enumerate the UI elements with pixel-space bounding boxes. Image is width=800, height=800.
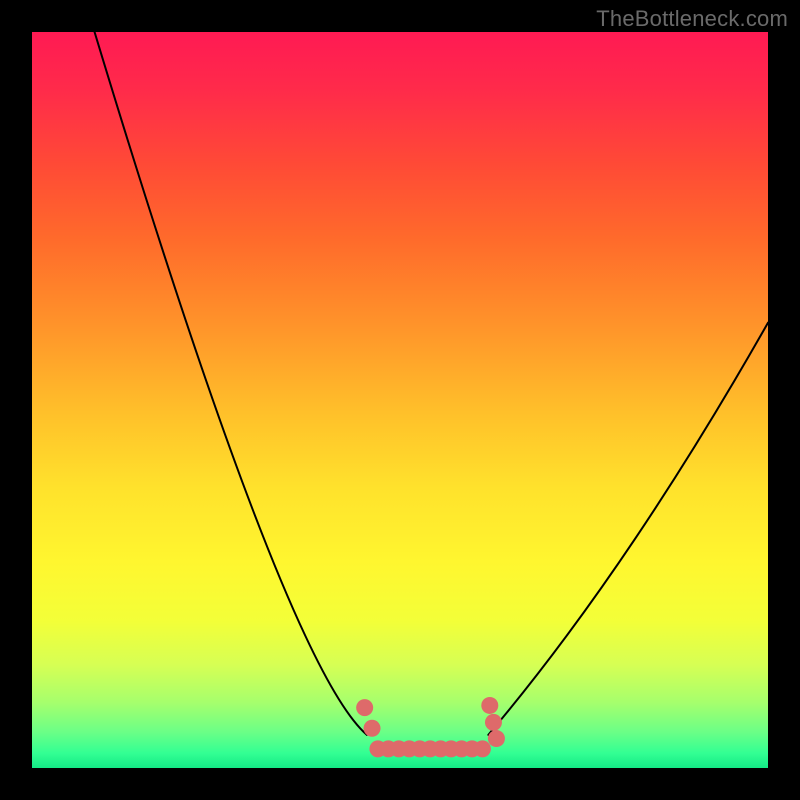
marker-dot xyxy=(481,697,498,714)
plot-background xyxy=(32,32,768,768)
marker-dot xyxy=(474,740,491,757)
marker-dot xyxy=(356,699,373,716)
bottleneck-chart xyxy=(0,0,800,800)
watermark-text: TheBottleneck.com xyxy=(596,6,788,32)
marker-dot xyxy=(485,714,502,731)
marker-dot xyxy=(488,730,505,747)
marker-dot xyxy=(364,720,381,737)
chart-stage: TheBottleneck.com xyxy=(0,0,800,800)
